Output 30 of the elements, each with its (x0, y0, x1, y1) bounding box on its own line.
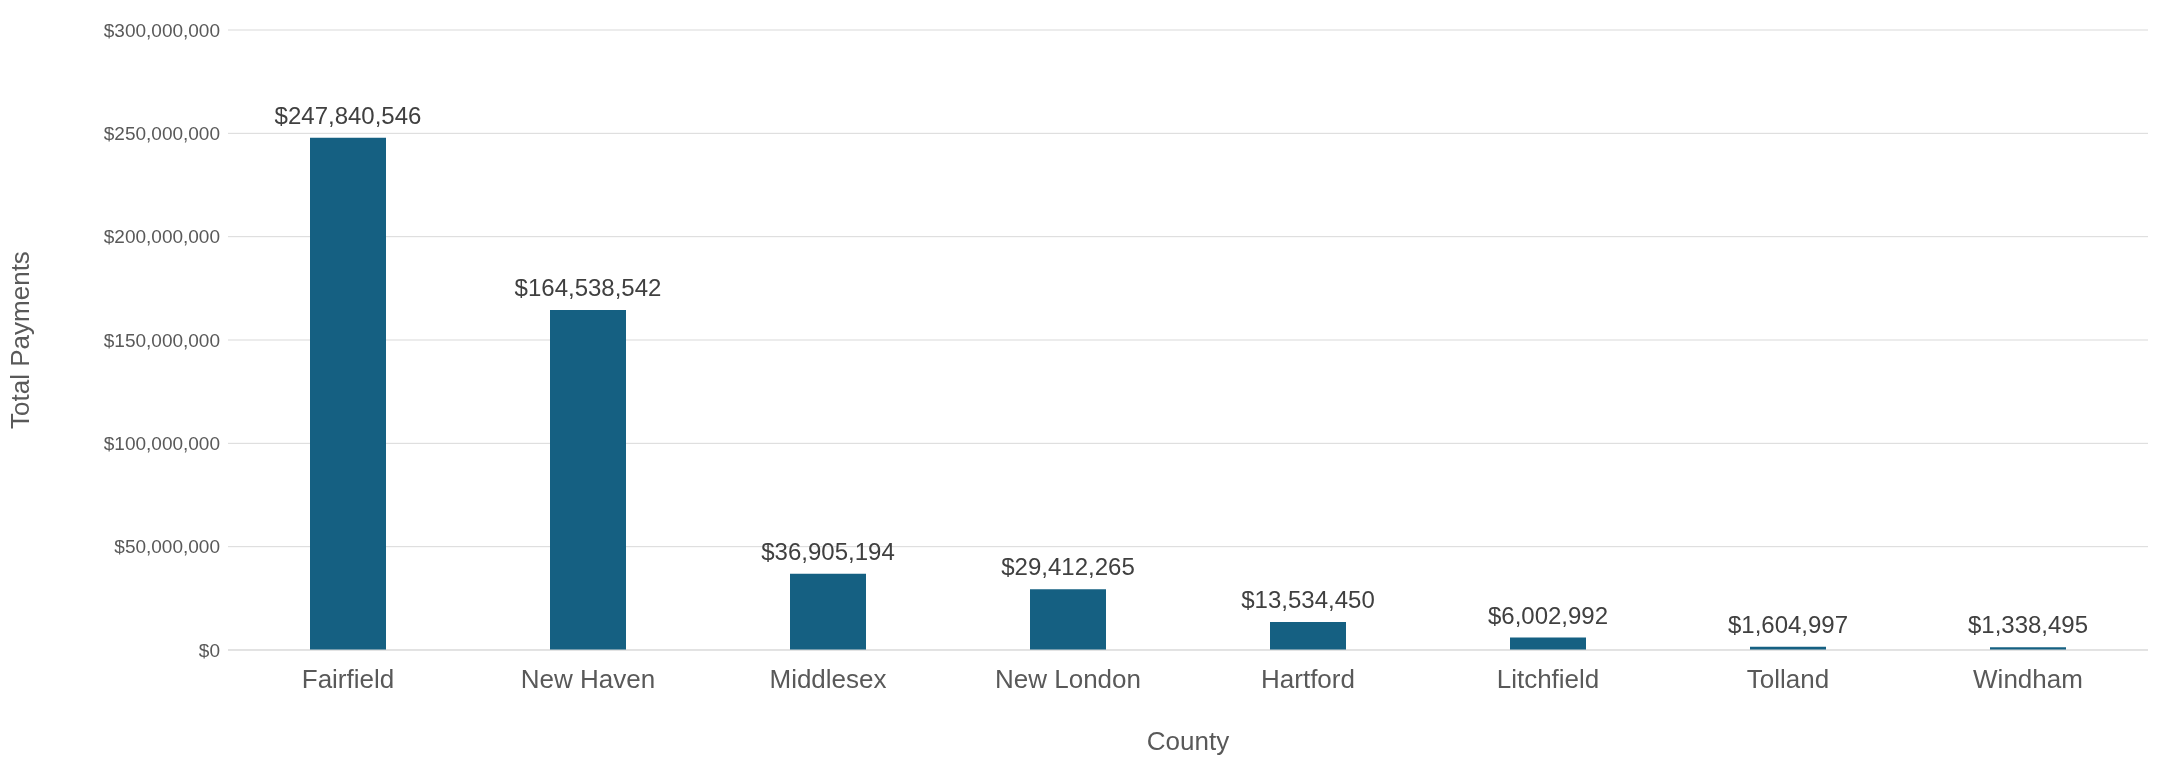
data-label: $29,412,265 (1001, 553, 1135, 581)
y-tick-label: $50,000,000 (114, 536, 220, 558)
x-axis-title: County (1146, 726, 1230, 756)
data-label: $164,538,542 (514, 273, 662, 301)
bar (310, 137, 386, 650)
data-label: $1,604,997 (1727, 610, 1849, 638)
y-tick-label: $100,000,000 (103, 433, 220, 455)
bar (550, 309, 626, 650)
x-tick-label: Hartford (1261, 664, 1355, 695)
x-tick-label: New Haven (520, 664, 656, 695)
data-label: $247,840,546 (274, 101, 422, 129)
y-tick-label: $150,000,000 (103, 329, 220, 351)
x-tick-label: Middlesex (769, 664, 887, 695)
x-tick-label: Tolland (1746, 664, 1830, 695)
x-tick-label: Litchfield (1496, 664, 1600, 695)
data-label: $6,002,992 (1487, 601, 1609, 629)
bar (1030, 589, 1106, 650)
data-label: $1,338,495 (1967, 611, 2089, 639)
x-tick-label: Windham (1973, 664, 2083, 695)
data-label: $13,534,450 (1241, 586, 1375, 614)
x-tick-label: Fairfield (301, 664, 395, 695)
y-tick-label: $200,000,000 (103, 226, 220, 248)
y-axis-title: Total Payments (5, 251, 36, 429)
bar (1270, 622, 1346, 650)
x-tick-label: New London (995, 664, 1141, 695)
bar (790, 573, 866, 650)
data-label: $36,905,194 (761, 537, 895, 565)
y-tick-label: $0 (198, 639, 220, 661)
y-tick-label: $300,000,000 (103, 19, 220, 41)
y-tick-label: $250,000,000 (103, 123, 220, 145)
